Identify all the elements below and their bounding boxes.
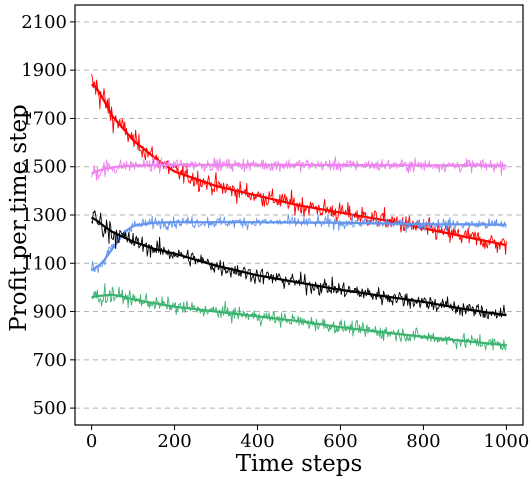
y-axis-title: Profit per time step <box>6 104 32 332</box>
y-tick-label: 1900 <box>21 60 67 81</box>
x-axis-title: Time steps <box>236 451 363 477</box>
x-tick-label: 800 <box>406 431 440 452</box>
x-tick-label: 200 <box>157 431 191 452</box>
y-tick-label: 2100 <box>21 12 67 33</box>
y-tick-label: 1700 <box>21 108 67 129</box>
x-axis: 0 200 400 600 800 1000 <box>86 425 529 452</box>
series-3-smooth-line <box>90 221 507 272</box>
x-tick-label: 400 <box>240 431 274 452</box>
y-tick-label: 700 <box>33 350 67 371</box>
y-tick-label: 900 <box>33 302 67 323</box>
y-tick-label: 500 <box>33 398 67 419</box>
series-2-noisy-line <box>91 156 507 181</box>
series-2-smooth-line <box>91 163 507 175</box>
series-4-noisy-line <box>91 210 507 320</box>
y-tick-label: 1500 <box>21 157 67 178</box>
series-4-smooth-line <box>91 216 507 317</box>
x-tick-label: 0 <box>86 431 97 452</box>
series-5-noisy-line <box>91 282 507 351</box>
x-tick-label: 600 <box>323 431 357 452</box>
gridlines <box>75 21 523 409</box>
x-tick-label: 1000 <box>484 431 530 452</box>
y-tick-label: 1100 <box>21 253 67 274</box>
series-group <box>90 73 507 351</box>
y-tick-label: 1300 <box>21 205 67 226</box>
y-axis: 500 700 900 1100 1300 1500 1700 1900 2100 <box>21 12 75 419</box>
series-5-smooth-line <box>91 293 507 347</box>
